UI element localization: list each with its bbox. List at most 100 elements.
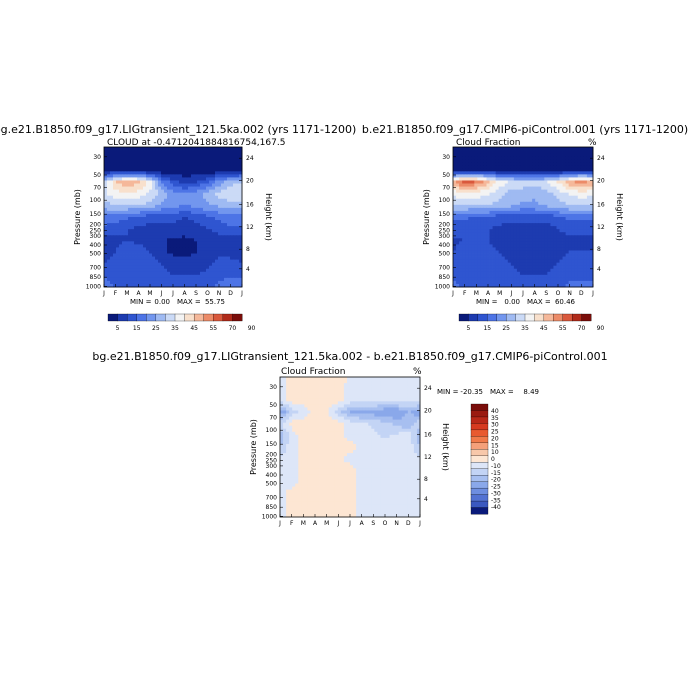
heatmap-cell — [574, 274, 579, 279]
heatmap-cell — [480, 274, 484, 279]
heatmap-cell — [368, 386, 372, 390]
heatmap-cell — [107, 280, 111, 285]
heatmap-cell — [227, 147, 231, 151]
heatmap-cell — [203, 156, 207, 160]
heatmap-cell — [568, 198, 573, 203]
heatmap-cell — [140, 201, 144, 206]
heatmap-cell — [371, 395, 375, 399]
heatmap-cell — [453, 189, 457, 194]
heatmap-cell — [152, 223, 156, 227]
heatmap-cell — [182, 180, 186, 184]
heatmap-cell — [107, 186, 111, 191]
heatmap-cell — [407, 383, 412, 387]
heatmap-cell — [529, 201, 533, 206]
heatmap-cell — [510, 280, 515, 285]
heatmap-cell — [224, 195, 228, 200]
heatmap-cell — [218, 150, 222, 154]
heatmap-cell — [577, 198, 582, 203]
heatmap-cell — [526, 177, 530, 181]
heatmap-cell — [541, 283, 545, 288]
heatmap-cell — [233, 156, 237, 160]
heatmap-cell — [328, 380, 333, 384]
heatmap-cell — [580, 156, 585, 160]
heatmap-cell — [128, 274, 132, 279]
heatmap-cell — [218, 186, 222, 191]
heatmap-cell — [468, 220, 472, 224]
heatmap-cell — [544, 283, 548, 288]
heatmap-cell — [158, 165, 162, 169]
heatmap-cell — [516, 283, 521, 288]
heatmap-cell — [230, 171, 234, 175]
heatmap-cell — [212, 192, 216, 197]
heatmap-cell — [203, 280, 207, 285]
heatmap-cell — [128, 195, 132, 200]
heatmap-cell — [510, 265, 515, 270]
heatmap-cell — [110, 226, 114, 230]
heatmap-cell — [474, 183, 478, 187]
heatmap-cell — [410, 410, 415, 414]
heatmap-cell — [239, 253, 243, 257]
heatmap-cell — [580, 168, 585, 172]
heatmap-cell — [362, 395, 366, 399]
heatmap-cell — [477, 283, 481, 288]
heatmap-cell — [119, 250, 123, 254]
heatmap-cell — [404, 404, 409, 408]
heatmap-cell — [236, 195, 240, 200]
heatmap-cell — [200, 217, 204, 221]
heatmap-cell — [480, 174, 484, 178]
heatmap-cell — [413, 380, 418, 384]
heatmap-cell — [529, 162, 533, 166]
heatmap-cell — [519, 256, 524, 261]
heatmap-cell — [586, 253, 591, 257]
heatmap-cell — [131, 189, 135, 194]
heatmap-cell — [504, 177, 509, 181]
heatmap-cell — [410, 407, 415, 411]
heatmap-cell — [140, 180, 144, 184]
y-tick-label: 850 — [90, 274, 102, 281]
heatmap-cell — [131, 238, 135, 242]
heatmap-cell — [553, 168, 557, 172]
heatmap-cell — [134, 180, 138, 184]
heatmap-cell — [203, 283, 207, 288]
heatmap-cell — [158, 244, 162, 248]
heatmap-cell — [574, 250, 579, 254]
heatmap-cell — [191, 217, 195, 221]
heatmap-cell — [465, 192, 469, 197]
heatmap-cell — [197, 177, 201, 181]
heatmap-cell — [146, 210, 150, 215]
heatmap-cell — [200, 150, 204, 154]
heatmap-cell — [559, 259, 563, 264]
heatmap-cell — [337, 404, 342, 408]
heatmap-cell — [538, 198, 542, 203]
heatmap-cell — [110, 165, 114, 169]
heatmap-cell — [495, 229, 500, 233]
heatmap-cell — [574, 183, 579, 187]
heatmap-cell — [541, 262, 545, 267]
heatmap-cell — [577, 280, 582, 285]
heatmap-cell — [541, 159, 545, 163]
heatmap-cell — [368, 404, 372, 408]
heatmap-cell — [221, 277, 225, 282]
heatmap-cell — [209, 186, 213, 191]
heatmap-cell — [313, 404, 317, 408]
heatmap-cell — [209, 156, 213, 160]
heatmap-cell — [350, 377, 354, 381]
heatmap-cell — [538, 147, 542, 151]
heatmap-cell — [131, 177, 135, 181]
heatmap-cell — [462, 253, 466, 257]
heatmap-cell — [203, 262, 207, 267]
heatmap-cell — [188, 210, 192, 215]
heatmap-cell — [113, 268, 117, 273]
heatmap-cell — [529, 147, 533, 151]
heatmap-cell — [221, 213, 225, 218]
heatmap-cell — [471, 165, 475, 169]
heatmap-cell — [331, 392, 336, 396]
heatmap-cell — [416, 395, 421, 399]
heatmap-cell — [386, 395, 390, 399]
heatmap-cell — [224, 250, 228, 254]
heatmap-cell — [152, 229, 156, 233]
heatmap-cell — [535, 147, 539, 151]
heatmap-cell — [574, 280, 579, 285]
heatmap-cell — [477, 271, 481, 276]
heatmap-cell — [218, 268, 222, 273]
